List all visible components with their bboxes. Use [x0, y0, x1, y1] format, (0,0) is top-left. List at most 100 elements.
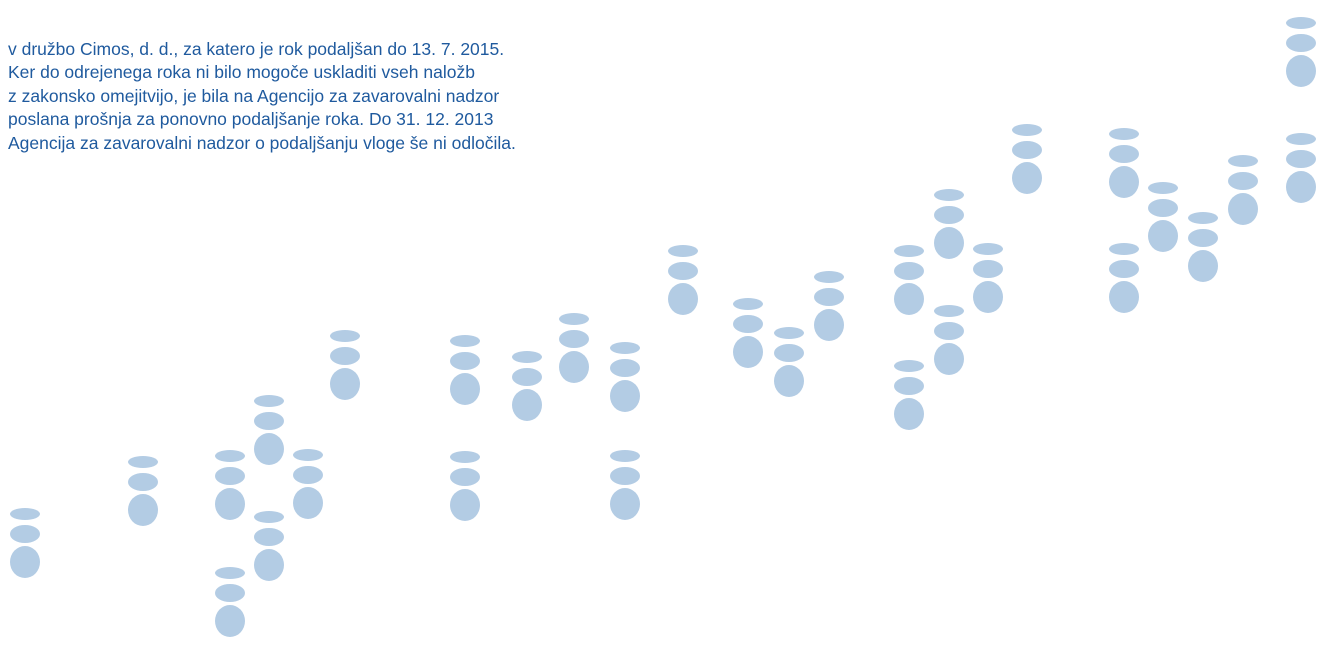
dot [934, 206, 964, 224]
dot [1012, 162, 1042, 194]
dot [894, 283, 924, 315]
dot [894, 245, 924, 257]
dot [1228, 172, 1258, 190]
dot [450, 468, 480, 486]
dot [330, 368, 360, 400]
dot [894, 398, 924, 430]
dot [330, 330, 360, 342]
dot [668, 245, 698, 257]
text-line: v družbo Cimos, d. d., za katero je rok … [8, 39, 505, 59]
dot [10, 546, 40, 578]
dot [934, 343, 964, 375]
dot [1188, 229, 1218, 247]
dot [254, 549, 284, 581]
dot [668, 262, 698, 280]
dot [1148, 182, 1178, 194]
dot [1109, 145, 1139, 163]
dot [293, 487, 323, 519]
text-line: Agencija za zavarovalni nadzor o podaljš… [8, 132, 516, 153]
dot [1286, 150, 1316, 168]
dot [814, 309, 844, 341]
dot [610, 488, 640, 520]
dot [450, 489, 480, 521]
dot [330, 347, 360, 365]
dot [215, 488, 245, 520]
dot [450, 451, 480, 463]
dot [774, 327, 804, 339]
dot [934, 189, 964, 201]
dot [934, 305, 964, 317]
dot [610, 380, 640, 412]
dot [1148, 199, 1178, 217]
dot [450, 373, 480, 405]
dot [733, 315, 763, 333]
dot [1286, 17, 1316, 29]
text-line: Ker do odrejenega roka ni bilo mogoče us… [8, 62, 475, 83]
dot [814, 288, 844, 306]
dot [1109, 260, 1139, 278]
dot [1012, 124, 1042, 136]
dot [1228, 193, 1258, 225]
dot [733, 336, 763, 368]
dot [973, 243, 1003, 255]
dot [1188, 250, 1218, 282]
dot [1286, 34, 1316, 52]
dot [973, 281, 1003, 313]
dot [215, 567, 245, 579]
dot [973, 260, 1003, 278]
dot [610, 467, 640, 485]
dot [1109, 243, 1139, 255]
dot [610, 359, 640, 377]
dot [512, 351, 542, 363]
text-line: poslana prošnja za ponovno podaljšanje r… [8, 109, 494, 130]
dot [254, 412, 284, 430]
dot [215, 450, 245, 462]
dot [894, 377, 924, 395]
dot [128, 456, 158, 468]
paragraph: v družbo Cimos, d. d., za katero je rok … [8, 38, 516, 155]
dot [1012, 141, 1042, 159]
dot [450, 335, 480, 347]
dot [774, 365, 804, 397]
dot [10, 508, 40, 520]
dot [254, 395, 284, 407]
dot [254, 433, 284, 465]
dot [1109, 281, 1139, 313]
dot [450, 352, 480, 370]
dot [293, 449, 323, 461]
dot [1286, 55, 1316, 87]
dot [610, 342, 640, 354]
dot [512, 389, 542, 421]
dot [1228, 155, 1258, 167]
dot [559, 330, 589, 348]
dot [512, 368, 542, 386]
dot [1286, 171, 1316, 203]
dot [254, 511, 284, 523]
dot [733, 298, 763, 310]
dot [128, 473, 158, 491]
dot [215, 584, 245, 602]
dot [10, 525, 40, 543]
dot [1148, 220, 1178, 252]
dot [128, 494, 158, 526]
dot [610, 450, 640, 462]
dot [215, 467, 245, 485]
dot [293, 466, 323, 484]
dot [254, 528, 284, 546]
dot [1109, 128, 1139, 140]
dot [934, 322, 964, 340]
dot [559, 313, 589, 325]
dot [215, 605, 245, 637]
dot [934, 227, 964, 259]
dot [559, 351, 589, 383]
dot [1109, 166, 1139, 198]
dot [894, 262, 924, 280]
dot [814, 271, 844, 283]
dot [1188, 212, 1218, 224]
dot [774, 344, 804, 362]
dot [1286, 133, 1316, 145]
dot [894, 360, 924, 372]
text-line: z zakonsko omejitvijo, je bila na Agenci… [8, 85, 500, 106]
